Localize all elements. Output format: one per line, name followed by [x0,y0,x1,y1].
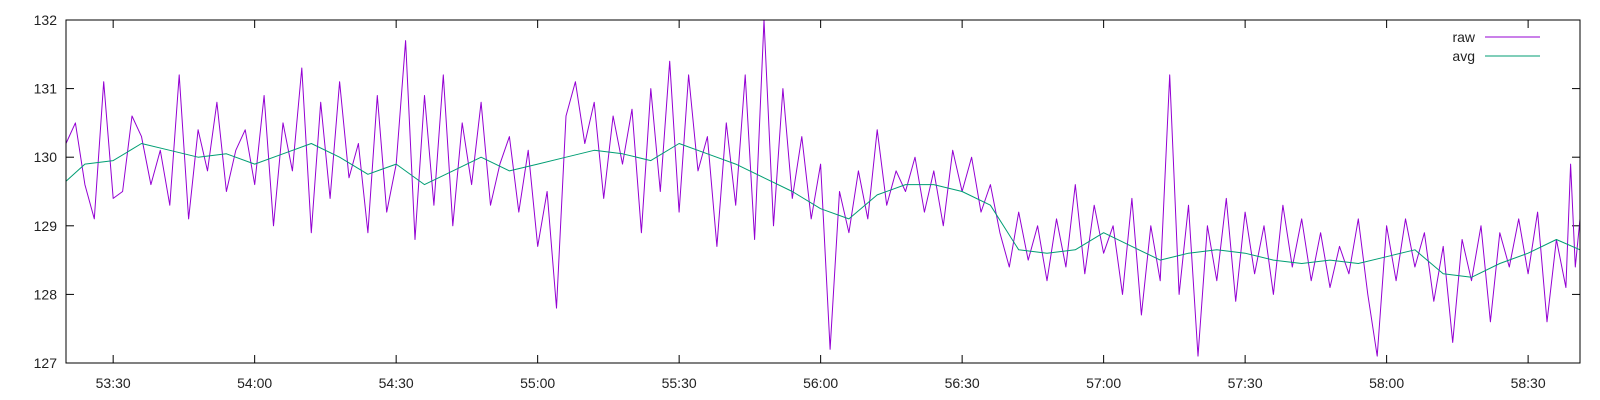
x-tick-label: 57:00 [1086,375,1121,391]
x-tick-label: 58:00 [1369,375,1404,391]
legend: raw avg [1452,29,1540,64]
y-tick-label: 129 [34,218,58,234]
y-axis: 127 128 129 130 131 132 [34,12,1580,371]
legend-label-raw: raw [1452,29,1475,45]
y-tick-label: 128 [34,286,58,302]
y-tick-label: 131 [34,81,58,97]
x-tick-label: 54:30 [379,375,414,391]
x-tick-label: 54:00 [237,375,272,391]
x-tick-label: 55:30 [662,375,697,391]
y-tick-label: 127 [34,355,58,371]
x-tick-label: 58:30 [1511,375,1546,391]
series-line-raw [65,19,1581,357]
x-tick-label: 53:30 [96,375,131,391]
series-line-avg [65,143,1581,278]
x-axis: 53:30 54:00 54:30 55:00 55:30 56:00 56:30 57:00… [96,20,1546,391]
x-tick-label: 57:30 [1228,375,1263,391]
plot-area [65,19,1581,357]
y-tick-label: 130 [34,149,58,165]
legend-label-avg: avg [1452,48,1475,64]
x-tick-label: 55:00 [520,375,555,391]
x-tick-label: 56:30 [945,375,980,391]
x-tick-label: 56:00 [803,375,838,391]
y-tick-label: 132 [34,12,58,28]
plot-frame [65,19,1581,364]
